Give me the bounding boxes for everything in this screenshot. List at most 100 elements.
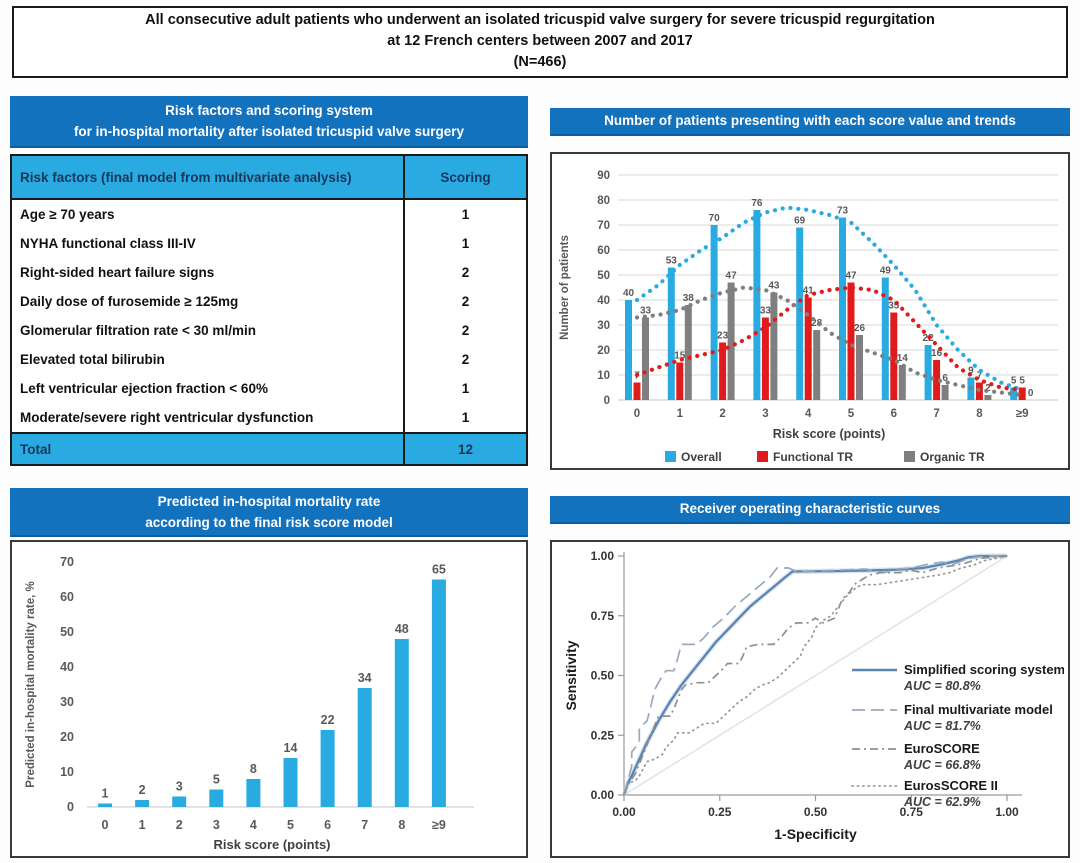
bar [856, 335, 863, 400]
banner-line-2: at 12 French centers between 2007 and 20… [387, 33, 693, 49]
bar-label: 3 [176, 780, 183, 794]
x-tick-label: 7 [933, 408, 939, 420]
bar [1010, 387, 1018, 400]
x-tick-label: 0.50 [804, 805, 828, 819]
bar-label: 28 [811, 318, 823, 329]
scoring-column-header: Scoring [404, 155, 527, 201]
y-tick-label: 50 [60, 625, 74, 639]
bar [719, 342, 727, 400]
y-tick-label: 40 [60, 660, 74, 674]
bar-label: 43 [768, 281, 780, 292]
score-cell: 2 [461, 322, 470, 338]
bar [172, 796, 187, 807]
y-tick-label: 0 [604, 395, 610, 407]
bar-label: 33 [640, 306, 652, 317]
mortality-chart-frame: 0 10 20 30 40 50 60 70 Predicted in-hospital mor… [10, 540, 528, 858]
bar [98, 803, 112, 807]
x-tick-label: ≥9 [432, 818, 446, 832]
legend-label: Overall [681, 450, 722, 464]
bar-label: 9 [968, 366, 974, 377]
bar-label: 70 [709, 213, 721, 224]
bar [357, 688, 372, 807]
mortality-chart-header: Predicted in-hospital mortality rate acc… [10, 488, 528, 537]
y-tick-label: 0.00 [591, 788, 615, 802]
x-tick-label: 5 [848, 408, 855, 420]
table-row: Daily dose of furosemide ≥ 125mg 2 [11, 287, 527, 317]
y-tick-label: 60 [60, 590, 74, 604]
y-tick-label: 70 [597, 220, 610, 232]
bar [135, 800, 150, 807]
risk-factor-cell: Moderate/severe right ventricular dysfun… [11, 402, 405, 433]
legend-series-name: Simplified scoring system [904, 662, 1064, 677]
legend-label: Organic TR [920, 450, 985, 464]
table-row: Elevated total bilirubin 2 [11, 344, 527, 374]
y-tick-label: 30 [60, 695, 74, 709]
score-distribution-header: Number of patients presenting with each … [550, 108, 1070, 136]
bar-label: 5 [1019, 376, 1025, 387]
bar-label: 2 [139, 783, 146, 797]
bar [710, 225, 718, 400]
bar [727, 282, 735, 400]
y-axis-title: Sensitivity [563, 640, 579, 710]
legend-auc-value: AUC = 81.7% [903, 719, 981, 733]
table-total-row: Total 12 [11, 432, 527, 465]
x-tick-label: 6 [891, 408, 897, 420]
y-tick-label: 1.00 [591, 549, 615, 563]
bar-label: 49 [880, 266, 892, 277]
bar [804, 297, 812, 400]
bar-label: 40 [623, 288, 635, 299]
x-tick-label: 3 [213, 818, 220, 832]
risk-factor-cell: Left ventricular ejection fraction < 60% [11, 373, 405, 403]
bar [667, 267, 675, 400]
bar-label: 65 [432, 563, 446, 577]
table-row: Left ventricular ejection fraction < 60%… [11, 373, 527, 403]
risk-factors-table: Risk factors (final model from multivari… [10, 154, 528, 466]
bar [246, 779, 261, 807]
bar-label: 1 [102, 787, 109, 801]
bar [283, 758, 298, 807]
risk-table-header: Risk factors and scoring system for in-h… [10, 96, 528, 148]
x-axis-title: Risk score (points) [773, 427, 886, 441]
table-header-row: Risk factors (final model from multivari… [11, 155, 527, 201]
y-tick-label: 0.25 [591, 728, 615, 742]
mortality-title-line2: according to the final risk score model [145, 515, 393, 530]
x-tick-label: 0.00 [612, 805, 636, 819]
banner-line-3: (N=466) [513, 54, 567, 70]
score-distribution-title: Number of patients presenting with each … [604, 113, 1016, 128]
risk-table-title-line1: Risk factors and scoring system [165, 103, 373, 118]
bar-label: 53 [666, 256, 678, 267]
trend-line [634, 205, 1025, 393]
bar [676, 362, 684, 400]
total-value-cell: 12 [404, 432, 527, 465]
risk-factor-cell: Daily dose of furosemide ≥ 125mg [11, 287, 405, 317]
x-axis-title: 1-Specificity [774, 826, 857, 842]
bar [839, 217, 846, 400]
bar [761, 317, 769, 400]
bar [625, 300, 632, 400]
bar [770, 292, 778, 400]
bar-label: 0 [1028, 388, 1034, 399]
table-row: NYHA functional class III-IV 1 [11, 229, 527, 259]
legend-swatch [665, 451, 676, 462]
x-tick-label: 0.75 [900, 805, 924, 819]
bar [813, 330, 821, 400]
bar [924, 345, 932, 400]
x-tick-label: 7 [361, 818, 368, 832]
bar-label: 5 [1011, 376, 1017, 387]
trend-line [634, 285, 1025, 398]
score-cell: 2 [461, 294, 470, 310]
bar [898, 365, 906, 400]
roc-title: Receiver operating characteristic curves [679, 501, 941, 516]
y-tick-label: 30 [597, 320, 610, 332]
roc-chart: 0.00 0.00 0.25 0.25 0.50 0.50 0.75 0.75 1.00 1.00… [563, 549, 1064, 842]
table-row: Moderate/severe right ventricular dysfun… [11, 402, 527, 433]
bar [881, 277, 889, 400]
y-tick-label: 50 [597, 270, 610, 282]
y-tick-label: 20 [597, 345, 610, 357]
y-tick-label: 10 [597, 370, 610, 382]
risk-factor-cell: Glomerular filtration rate < 30 ml/min [11, 316, 405, 345]
legend-swatch [904, 451, 915, 462]
x-tick-label: 0 [102, 818, 109, 832]
y-tick-label: 80 [597, 195, 610, 207]
